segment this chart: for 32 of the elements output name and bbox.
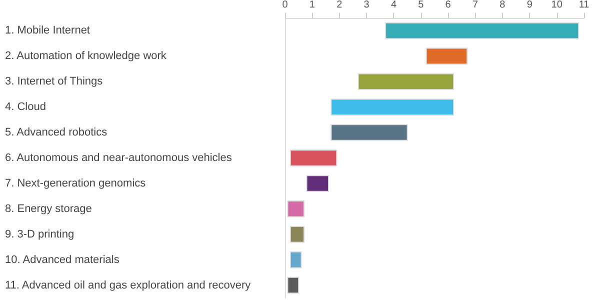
y-tick-label: 11. Advanced oil and gas exploration and recovery xyxy=(5,279,252,292)
bar xyxy=(290,226,305,243)
bar xyxy=(330,98,454,116)
x-tick-label: 7 xyxy=(472,0,478,10)
y-tick-label: 7. Next-generation genomics xyxy=(5,177,146,190)
y-tick-label: 6. Autonomous and near-autonomous vehicles xyxy=(5,152,232,164)
x-tick-label: 10 xyxy=(551,0,563,10)
x-tick-label: 8 xyxy=(500,0,506,10)
bar xyxy=(290,150,338,166)
y-tick-label: 5. Advanced robotics xyxy=(5,126,108,139)
bar xyxy=(358,73,454,90)
y-tick-label: 10. Advanced materials xyxy=(5,254,120,266)
y-tick-label: 8. Energy storage xyxy=(5,202,92,215)
x-tick-label: 5 xyxy=(418,0,424,10)
x-tick-label: 2 xyxy=(336,0,343,10)
y-tick-label: 4. Cloud xyxy=(5,101,46,114)
bar xyxy=(290,251,302,268)
x-tick-label: 11 xyxy=(578,0,590,10)
y-tick-label: 2. Automation of knowledge work xyxy=(5,50,167,62)
bar xyxy=(330,124,408,141)
y-tick-label: 1. Mobile Internet xyxy=(5,24,90,37)
bar xyxy=(385,22,580,40)
bar xyxy=(306,175,329,192)
x-tick-label: 0 xyxy=(282,0,288,10)
x-tick-label: 9 xyxy=(526,0,533,10)
x-tick-label: 3 xyxy=(364,0,370,10)
x-tick-label: 1 xyxy=(309,0,316,10)
y-tick-label: 9. 3-D printing xyxy=(5,228,74,240)
x-tick-label: 4 xyxy=(390,0,397,10)
x-tick-label: 6 xyxy=(445,0,452,10)
bar xyxy=(426,48,468,65)
y-tick-label: 3. Internet of Things xyxy=(5,76,104,88)
